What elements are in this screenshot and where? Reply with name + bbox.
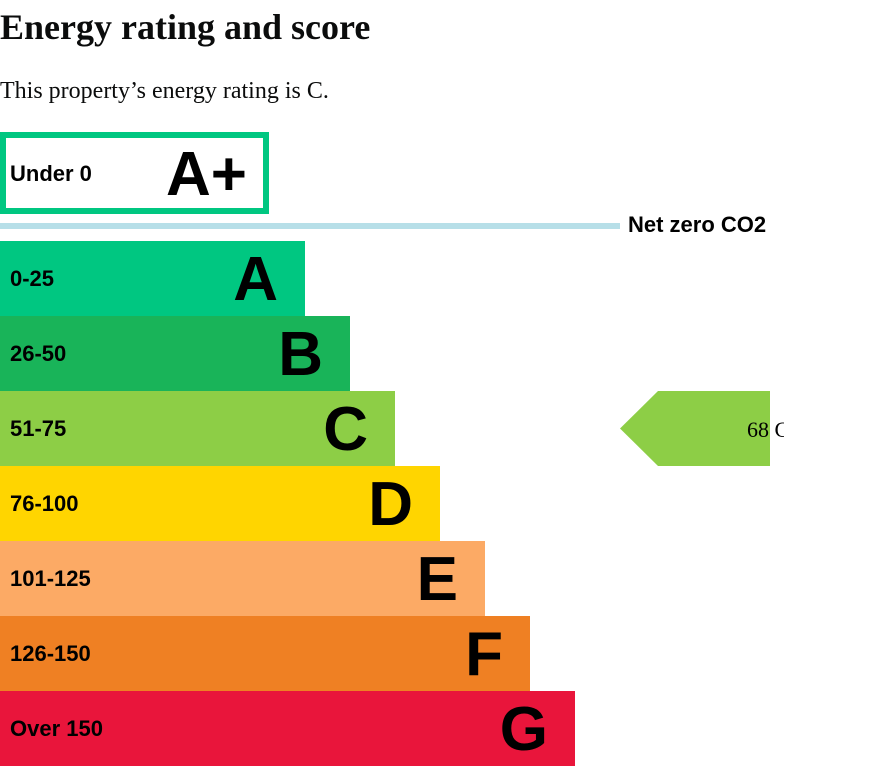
- band-g-letter: G: [500, 695, 548, 764]
- band-d-letter: D: [368, 470, 413, 539]
- band-b-letter: B: [278, 320, 323, 389]
- energy-rating-statement: This property’s energy rating is C.: [0, 78, 329, 104]
- band-e-letter: E: [417, 545, 458, 614]
- band-a-bar: [0, 241, 305, 316]
- band-a-plus-box: [0, 132, 269, 214]
- band-a-letter: A: [233, 245, 278, 314]
- net-zero-marker: Net zero CO2: [0, 212, 766, 237]
- band-g-range: Over 150: [10, 716, 103, 741]
- band-d-bar: [0, 466, 440, 541]
- current-score-marker: 68 C: [620, 391, 789, 466]
- band-c-range: 51-75: [10, 416, 66, 441]
- band-a-plus-letter: A+: [166, 140, 247, 209]
- band-f-letter: F: [465, 620, 503, 689]
- band-f-bar: [0, 616, 530, 691]
- current-score-arrow: [620, 391, 770, 466]
- band-b-range: 26-50: [10, 341, 66, 366]
- band-a-range: 0-25: [10, 266, 54, 291]
- band-g-bar: [0, 691, 575, 766]
- current-score-label: 68 C: [747, 417, 789, 442]
- net-zero-label: Net zero CO2: [628, 212, 766, 237]
- page-title: Energy rating and score: [0, 7, 371, 47]
- band-c-letter: C: [323, 395, 368, 464]
- band-c-bar: [0, 391, 395, 466]
- band-f-range: 126-150: [10, 641, 91, 666]
- band-e-range: 101-125: [10, 566, 91, 591]
- band-b-bar: [0, 316, 350, 391]
- rating-bands: Under 0 A+ 0-25 A 26-50 B 51-75 C 76-100 D 101-125…: [0, 132, 575, 766]
- band-e-bar: [0, 541, 485, 616]
- band-d-range: 76-100: [10, 491, 79, 516]
- band-a-plus-range: Under 0: [10, 161, 92, 186]
